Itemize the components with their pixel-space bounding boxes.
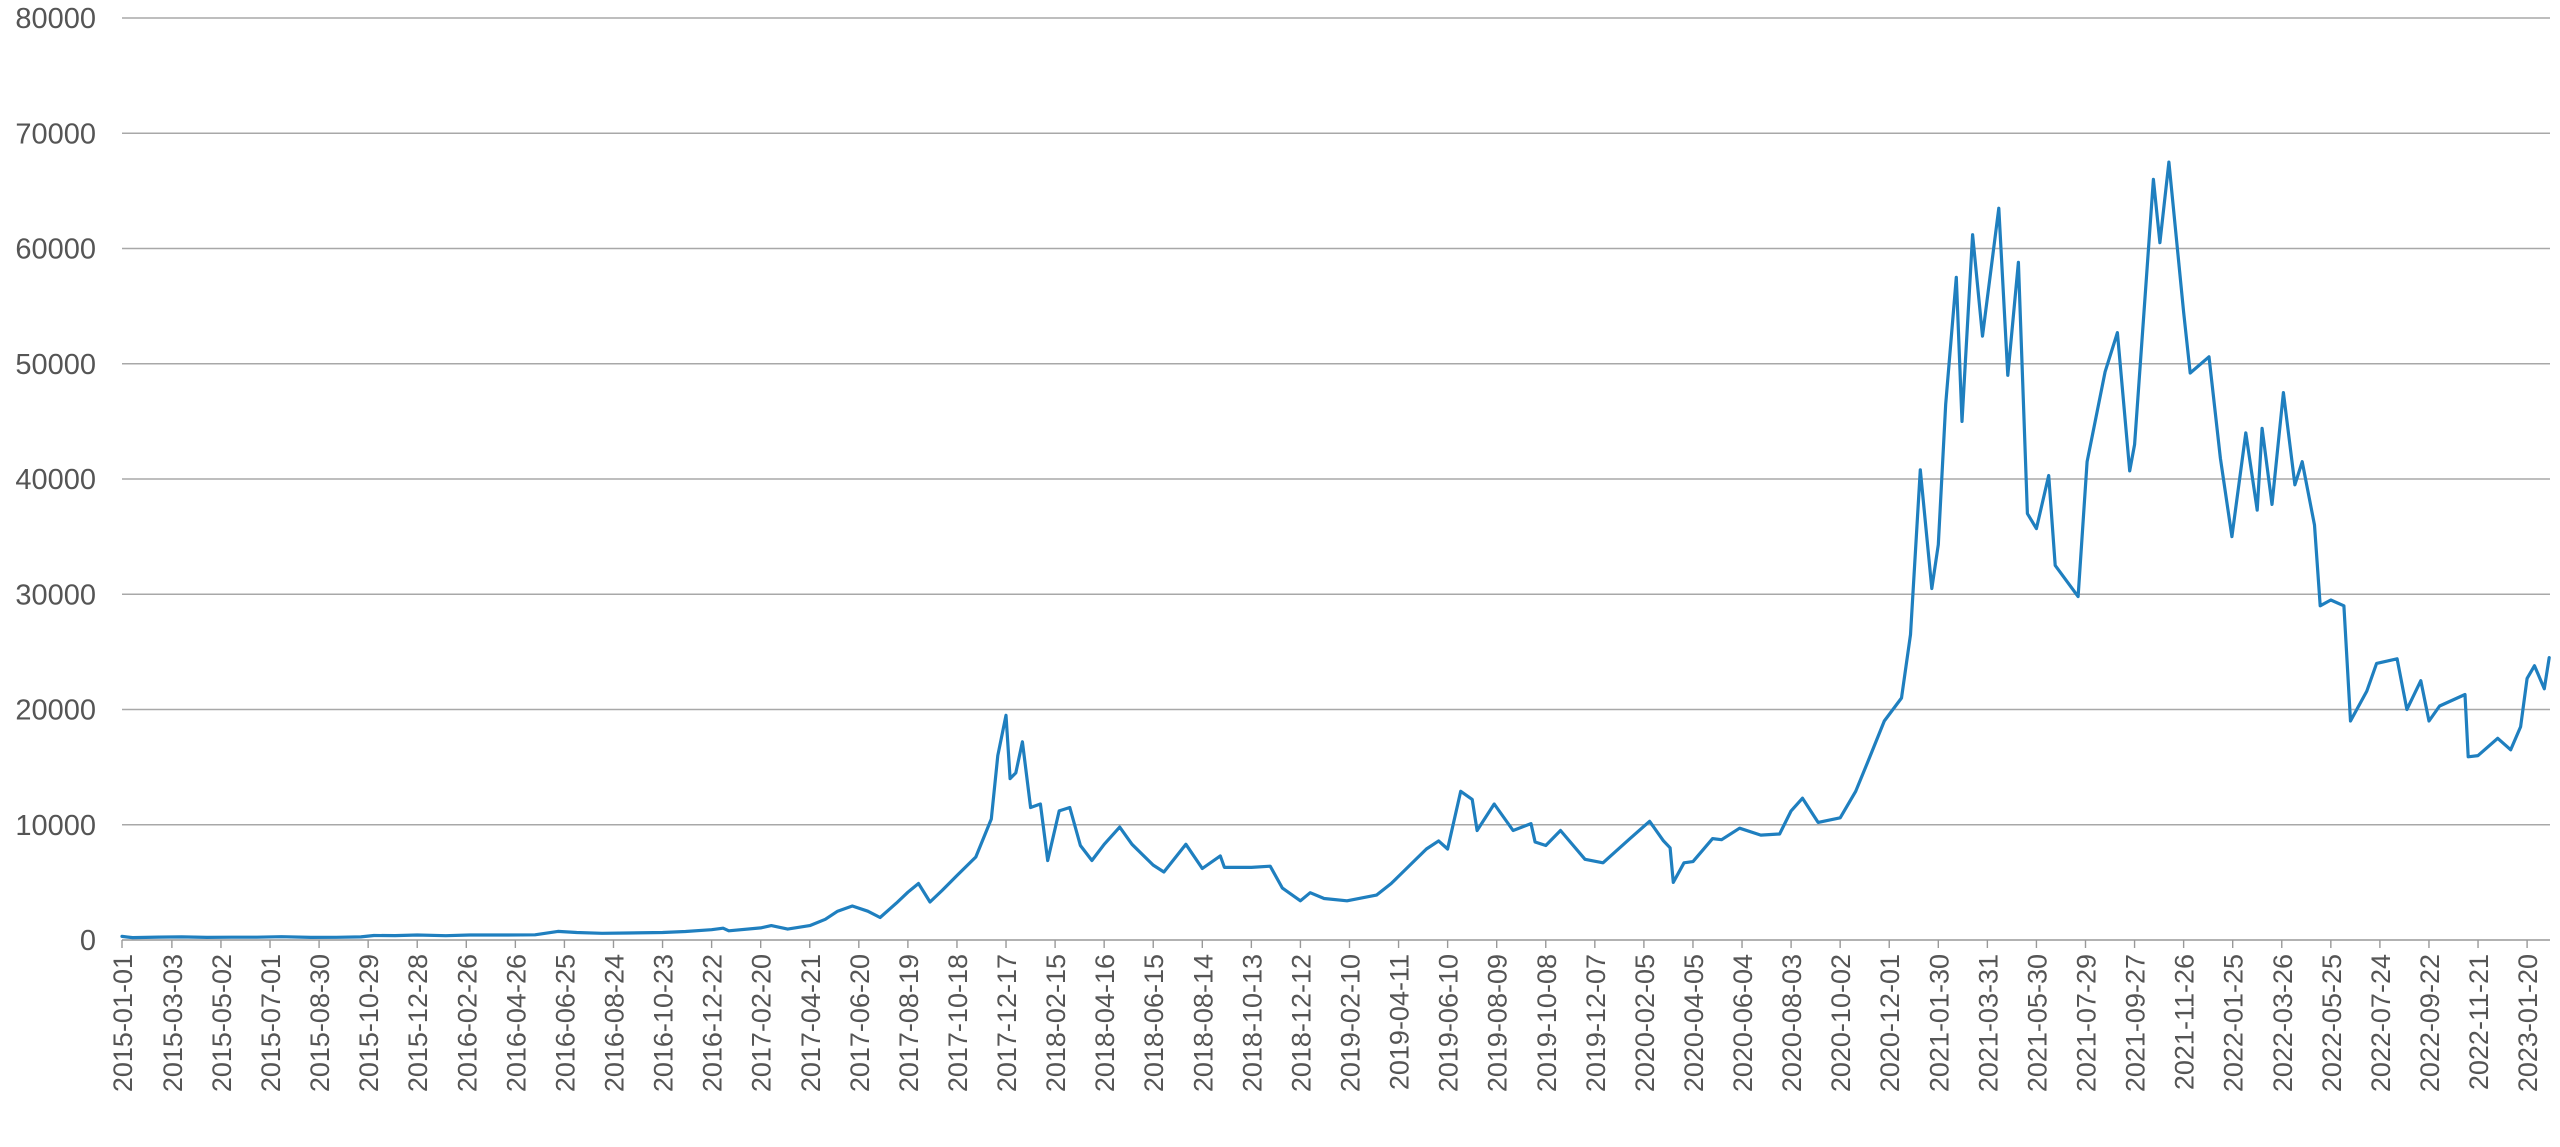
x-tick-label: 2018-02-15 xyxy=(1041,954,1071,1092)
x-tick-label: 2022-09-22 xyxy=(2415,954,2445,1092)
x-tick-label: 2023-01-20 xyxy=(2513,954,2543,1092)
x-tick-label: 2019-06-10 xyxy=(1434,954,1464,1092)
x-axis-labels: 2015-01-01 2015-03-03 2015-05-02 2015-07-01… xyxy=(108,940,2543,1092)
x-tick-label: 2015-03-03 xyxy=(158,954,188,1092)
gridlines xyxy=(122,17,2550,941)
x-tick-label: 2022-03-26 xyxy=(2268,954,2298,1092)
y-tick-label: 50000 xyxy=(15,349,96,381)
x-tick-label: 2021-05-30 xyxy=(2022,954,2052,1092)
y-tick-label: 60000 xyxy=(15,234,96,266)
x-tick-label: 2016-04-26 xyxy=(501,954,531,1092)
x-tick-label: 2020-12-01 xyxy=(1875,954,1905,1092)
x-tick-label: 2019-10-08 xyxy=(1532,954,1562,1092)
y-axis-labels: 0 10000 20000 30000 40000 50000 60000 70000 8000… xyxy=(15,3,96,957)
x-tick-label: 2020-04-05 xyxy=(1679,954,1709,1092)
x-tick-label: 2021-11-26 xyxy=(2170,954,2200,1090)
x-tick-label: 2015-01-01 xyxy=(108,954,138,1092)
x-tick-label: 2015-05-02 xyxy=(207,954,237,1092)
series-line-0 xyxy=(120,160,2551,940)
y-tick-label: 40000 xyxy=(15,464,96,496)
x-tick-label: 2017-02-20 xyxy=(747,954,777,1092)
x-tick-label: 2021-07-29 xyxy=(2071,954,2101,1092)
x-tick-label: 2016-10-23 xyxy=(649,954,679,1092)
x-tick-label: 2019-08-09 xyxy=(1483,954,1513,1092)
x-tick-label: 2015-10-29 xyxy=(354,954,384,1092)
y-tick-label: 30000 xyxy=(15,579,96,611)
x-tick-label: 2015-07-01 xyxy=(256,954,286,1092)
x-tick-label: 2018-12-12 xyxy=(1286,954,1316,1092)
x-tick-label: 2016-08-24 xyxy=(599,954,629,1092)
x-tick-label: 2022-01-25 xyxy=(2219,954,2249,1092)
x-tick-label: 2017-10-18 xyxy=(943,954,973,1092)
y-tick-label: 20000 xyxy=(15,695,96,727)
x-tick-label: 2022-07-24 xyxy=(2366,954,2396,1092)
x-tick-label: 2015-08-30 xyxy=(305,954,335,1092)
x-tick-label: 2019-04-11 xyxy=(1385,954,1415,1090)
x-tick-label: 2018-06-15 xyxy=(1139,954,1169,1092)
y-tick-label: 80000 xyxy=(15,3,96,35)
x-tick-label: 2018-08-14 xyxy=(1188,954,1218,1092)
x-tick-label: 2017-04-21 xyxy=(796,954,826,1092)
x-tick-label: 2016-06-25 xyxy=(550,954,580,1092)
x-tick-label: 2021-01-30 xyxy=(1924,954,1954,1092)
x-tick-label: 2022-11-21 xyxy=(2464,954,2494,1090)
x-tick-label: 2018-10-13 xyxy=(1237,954,1267,1092)
x-tick-label: 2016-12-22 xyxy=(698,954,728,1092)
x-tick-label: 2016-02-26 xyxy=(452,954,482,1092)
x-tick-label: 2020-08-03 xyxy=(1777,954,1807,1092)
x-tick-label: 2018-04-16 xyxy=(1090,954,1120,1092)
x-tick-label: 2017-08-19 xyxy=(894,954,924,1092)
x-tick-label: 2021-03-31 xyxy=(1973,954,2003,1092)
x-tick-label: 2017-12-17 xyxy=(992,954,1022,1092)
x-tick-label: 2020-02-05 xyxy=(1630,954,1660,1092)
series-layer xyxy=(120,160,2551,940)
x-tick-label: 2015-12-28 xyxy=(403,954,433,1092)
x-tick-label: 2019-12-07 xyxy=(1581,954,1611,1092)
x-tick-label: 2019-02-10 xyxy=(1335,954,1365,1092)
x-tick-label: 2020-10-02 xyxy=(1826,954,1856,1092)
y-tick-label: 10000 xyxy=(15,810,96,842)
y-tick-label: 70000 xyxy=(15,118,96,150)
y-tick-label: 0 xyxy=(80,925,96,957)
x-tick-label: 2022-05-25 xyxy=(2317,954,2347,1092)
x-tick-label: 2017-06-20 xyxy=(845,954,875,1092)
x-tick-label: 2020-06-04 xyxy=(1728,954,1758,1092)
x-tick-label: 2021-09-27 xyxy=(2121,954,2151,1092)
